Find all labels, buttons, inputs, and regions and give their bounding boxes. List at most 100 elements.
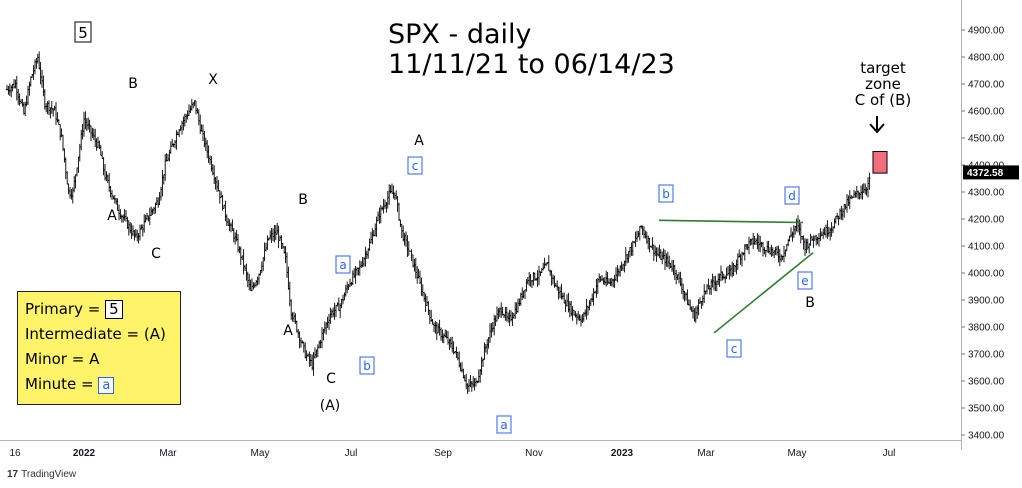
ohlc-bar (665, 253, 668, 267)
ohlc-bar (483, 342, 486, 361)
ohlc-bar (152, 206, 156, 215)
ohlc-bar (320, 327, 324, 349)
ohlc-bar (715, 280, 718, 292)
chart-title-main: SPX - daily (388, 19, 532, 50)
tradingview-icon: 17 (7, 469, 19, 480)
ohlc-bar (96, 136, 100, 149)
ohlc-bar (760, 241, 763, 248)
ohlc-bar (460, 362, 464, 373)
ohlc-bar (761, 241, 765, 257)
ohlc-bar (752, 232, 755, 250)
tradingview-wordmark: TradingView (21, 469, 77, 480)
ohlc-bar (270, 227, 273, 243)
ohlc-bar (824, 224, 828, 238)
ohlc-bar (21, 98, 24, 107)
ohlc-bar (26, 85, 30, 105)
ohlc-bar (684, 292, 688, 301)
ohlc-bar (662, 248, 665, 260)
x-tick-label: Jul (883, 448, 896, 459)
ohlc-bar (624, 247, 627, 267)
ohlc-bar (82, 111, 86, 137)
y-tick-label: 4300.00 (968, 188, 1005, 199)
ohlc-bar (729, 264, 732, 277)
ohlc-bar (75, 167, 79, 177)
ohlc-bar (172, 143, 175, 148)
ohlc-bar (596, 278, 599, 295)
ohlc-bar (371, 228, 374, 245)
ohlc-bar (603, 277, 606, 286)
ohlc-bar (347, 283, 350, 291)
legend-minute-symbol: a (98, 377, 115, 394)
ohlc-bar (865, 187, 868, 196)
ohlc-bar (269, 230, 272, 240)
ohlc-bar (703, 284, 706, 304)
ohlc-bar (540, 267, 543, 273)
ohlc-bar (390, 183, 394, 194)
ohlc-bar (404, 231, 408, 247)
ohlc-bar (668, 255, 671, 270)
tradingview-logo: 17 TradingView (7, 469, 76, 480)
ohlc-bar (802, 235, 805, 250)
ohlc-bar (11, 83, 14, 92)
ohlc-bar (60, 128, 63, 138)
ohlc-bar (249, 279, 252, 291)
ohlc-bar (812, 235, 815, 248)
wave-label-minute: c (731, 342, 738, 356)
ohlc-bar (122, 214, 125, 223)
ohlc-bar (171, 138, 174, 147)
ohlc-bar (402, 225, 405, 242)
ohlc-bar (628, 247, 632, 258)
ohlc-bar (574, 310, 577, 318)
x-tick-label: Jul (345, 448, 358, 459)
ohlc-bar (225, 214, 228, 226)
ohlc-bar (474, 377, 478, 387)
ohlc-bar (385, 201, 388, 213)
ohlc-bar (218, 190, 221, 204)
triangle-lower-trendline (713, 252, 814, 334)
ohlc-bar (784, 249, 787, 257)
target-zone-line-2: zone (865, 75, 901, 93)
wave-label-minor: C (326, 371, 336, 387)
ohlc-bar (414, 257, 417, 279)
ohlc-bar (14, 79, 17, 89)
ohlc-bar (388, 184, 391, 205)
ohlc-bar (25, 95, 28, 107)
ohlc-bar (530, 280, 534, 288)
ohlc-bar (175, 130, 178, 150)
ohlc-bar (330, 309, 333, 318)
ohlc-bar (754, 238, 758, 245)
ohlc-bar (655, 247, 658, 262)
ohlc-bar (92, 128, 95, 141)
ohlc-bar (277, 225, 280, 249)
ohlc-bar (168, 149, 171, 162)
ohlc-bar (599, 276, 602, 283)
ohlc-bar (234, 232, 237, 245)
wave-label-primary-box (74, 21, 92, 43)
y-tick-label: 3800.00 (968, 323, 1005, 334)
wave-label-minor: B (128, 76, 138, 92)
ohlc-bar (392, 185, 395, 199)
ohlc-bar (558, 286, 562, 299)
ohlc-bar (358, 260, 361, 276)
ohlc-bar (556, 280, 559, 291)
ohlc-bar (651, 237, 654, 250)
ohlc-bar (294, 313, 297, 324)
ohlc-bar (557, 286, 560, 300)
ohlc-bar (134, 229, 137, 238)
target-zone-box (872, 151, 888, 174)
ohlc-bar (449, 337, 452, 348)
ohlc-bar (274, 225, 277, 241)
ohlc-bar (57, 119, 60, 125)
ohlc-bar (397, 202, 401, 222)
ohlc-bar (736, 253, 739, 270)
ohlc-bar (185, 113, 188, 123)
ohlc-bar (487, 337, 490, 349)
ohlc-bar (602, 277, 605, 285)
ohlc-bar (368, 238, 371, 251)
ohlc-bar (217, 180, 220, 192)
ohlc-bar (507, 312, 510, 323)
ohlc-bar (518, 298, 521, 307)
ohlc-bar (427, 301, 430, 316)
ohlc-bar (854, 191, 857, 198)
